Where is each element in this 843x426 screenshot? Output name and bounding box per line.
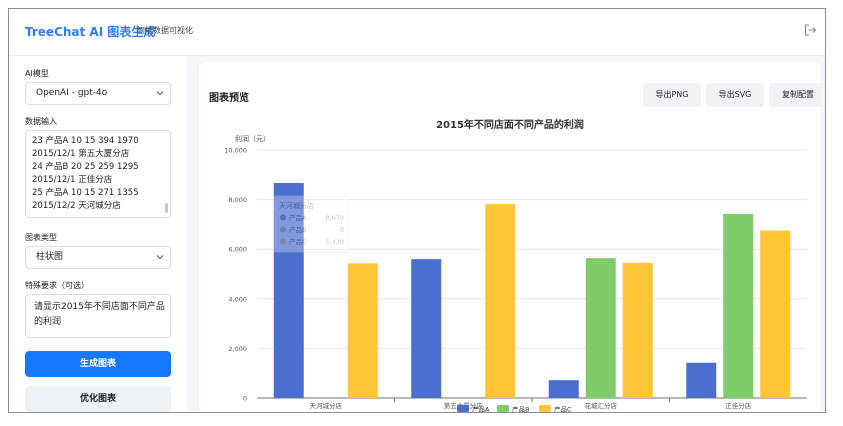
main-panel: 图表预览 导出PNG 导出SVG 复制配置 2015年不同店面不同产品的利润利润… — [187, 56, 825, 412]
top-bar: TreeChat AI 图表生成 智能数据可视化 — [9, 9, 825, 56]
app-subtitle: 智能数据可视化 — [137, 26, 193, 35]
data-line: 25 产品A 10 15 271 1355 — [32, 188, 139, 198]
tooltip-marker — [280, 226, 286, 233]
logout-icon[interactable] — [803, 23, 817, 37]
tooltip-marker — [280, 238, 286, 245]
preview-title: 图表预览 — [209, 93, 249, 104]
data-input-label: 数据输入 — [25, 117, 57, 126]
chevron-down-icon — [156, 91, 164, 96]
data-line: 23 产品A 10 15 394 1970 — [32, 136, 139, 146]
optimize-chart-button[interactable]: 优化图表 — [25, 386, 171, 412]
bar — [485, 204, 516, 398]
tooltip-value: 8,670 — [325, 214, 344, 222]
sidebar: AI模型 OpenAI - gpt-4o 数据输入 23 产品A 10 15 3… — [9, 56, 187, 412]
tooltip-box — [272, 195, 350, 253]
bar — [686, 362, 717, 398]
requirements-label: 特殊要求（可选） — [25, 281, 89, 290]
export-png-button[interactable]: 导出PNG — [643, 83, 701, 107]
legend-label: 产品A — [472, 405, 490, 414]
tooltip-value: 0 — [340, 226, 344, 234]
bar — [347, 263, 378, 398]
export-svg-button[interactable]: 导出SVG — [706, 83, 764, 107]
y-tick-label: 0 — [243, 395, 247, 403]
y-axis-title: 利润（元） — [235, 134, 270, 143]
chevron-down-icon — [156, 255, 164, 260]
app-window: TreeChat AI 图表生成 智能数据可视化 AI模型 OpenAI - g… — [8, 8, 826, 413]
legend-label: 产品B — [512, 405, 529, 414]
data-input-textarea[interactable]: 23 产品A 10 15 394 1970 2015/12/1 第五大厦分店 2… — [25, 130, 171, 218]
data-line: 2015/12/1 第五大厦分店 — [32, 149, 130, 159]
tooltip-series: 产品B — [289, 225, 306, 234]
chart-type-label: 图表类型 — [25, 233, 57, 242]
app-brand: TreeChat AI 图表生成 — [25, 25, 156, 39]
y-tick-label: 8,000 — [228, 196, 247, 204]
copy-config-button[interactable]: 复制配置 — [769, 83, 821, 107]
tooltip-value: 5,430 — [325, 238, 344, 246]
chart-type-value: 柱状图 — [36, 252, 64, 262]
x-tick-label: 花城汇分店 — [585, 401, 618, 410]
bar — [760, 230, 791, 398]
chart-title: 2015年不同店面不同产品的利润 — [436, 118, 584, 131]
y-tick-label: 10,000 — [224, 147, 247, 155]
x-tick-label: 天河城分店 — [310, 401, 343, 410]
requirements-line: 请显示2015年不同店面不同产品 — [34, 302, 165, 312]
legend-swatch — [457, 405, 469, 412]
chart-preview-card: 图表预览 导出PNG 导出SVG 复制配置 2015年不同店面不同产品的利润利润… — [199, 62, 821, 414]
bar — [411, 259, 442, 398]
y-tick-label: 6,000 — [228, 246, 247, 254]
legend-swatch — [539, 405, 551, 412]
bar — [723, 213, 754, 398]
generate-chart-button[interactable]: 生成图表 — [25, 351, 171, 377]
bar — [548, 380, 579, 398]
model-select[interactable]: OpenAI - gpt-4o — [25, 82, 171, 105]
data-line: 2015/12/2 天河城分店 — [32, 201, 121, 211]
bar — [622, 262, 653, 398]
tooltip-series: 产品C — [289, 237, 307, 246]
requirements-textarea[interactable]: 请显示2015年不同店面不同产品 的利润 — [25, 294, 171, 338]
model-select-value: OpenAI - gpt-4o — [36, 88, 108, 98]
x-tick-label: 正佳分店 — [725, 401, 752, 410]
tooltip-marker — [280, 214, 286, 221]
y-tick-label: 2,000 — [228, 345, 247, 353]
data-line: 24 产品B 20 25 259 1295 — [32, 162, 139, 172]
y-tick-label: 4,000 — [228, 295, 247, 303]
legend-swatch — [497, 405, 509, 412]
model-label: AI模型 — [25, 69, 49, 78]
tooltip-series: 产品A — [289, 213, 307, 222]
data-line: 2015/12/1 正佳分店 — [32, 175, 113, 185]
tooltip-title: 天河城分店 — [279, 201, 314, 210]
bar — [585, 258, 616, 398]
legend-label: 产品C — [554, 405, 572, 414]
textarea-scrollbar[interactable] — [165, 203, 168, 213]
requirements-line: 的利润 — [34, 317, 62, 327]
chart-type-select[interactable]: 柱状图 — [25, 246, 171, 269]
bar — [273, 182, 304, 398]
